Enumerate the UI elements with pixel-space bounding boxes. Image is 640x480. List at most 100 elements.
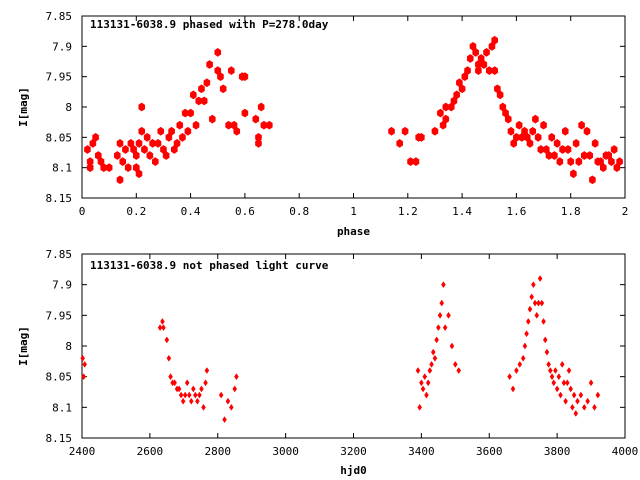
unphased-light-curve-panel: 2400 2600 2800 3000 3200 3400 3600 3800 4000 7.85… — [17, 248, 638, 477]
y-tick-label: 8.1 — [52, 401, 72, 414]
data-point — [446, 311, 451, 319]
data-point — [548, 367, 553, 374]
data-point — [187, 108, 194, 118]
data-point — [92, 132, 99, 142]
data-point — [591, 139, 599, 148]
data-point — [233, 126, 241, 136]
data-point — [472, 48, 479, 57]
data-point — [616, 157, 623, 166]
data-point — [135, 139, 143, 148]
data-point — [157, 324, 163, 332]
data-point — [388, 126, 395, 136]
data-point — [427, 367, 433, 374]
data-point — [116, 139, 124, 148]
data-point — [135, 169, 143, 179]
data-point — [558, 391, 563, 399]
data-point — [182, 391, 188, 399]
x-tick-label: 3200 — [340, 445, 367, 458]
data-point — [146, 151, 154, 160]
data-point — [578, 120, 585, 130]
x-tick-label: 3400 — [408, 445, 435, 458]
data-point — [417, 403, 422, 411]
data-point — [429, 360, 434, 368]
data-point — [525, 318, 531, 325]
y-tick-label: 8.05 — [46, 131, 73, 144]
x-tick-label: 0.8 — [289, 205, 309, 218]
x-tick-label: 0.6 — [235, 205, 255, 218]
y-tick-label: 8.1 — [52, 162, 72, 175]
data-point — [544, 348, 550, 356]
data-point — [585, 397, 590, 405]
x-tick-label: 2800 — [205, 445, 232, 458]
y-tick-label: 7.9 — [52, 279, 72, 292]
plot-frame — [81, 15, 626, 199]
data-point — [154, 139, 162, 148]
data-point — [575, 157, 583, 166]
data-point — [580, 151, 588, 160]
data-point — [553, 367, 558, 374]
data-point — [222, 416, 227, 424]
data-point — [572, 139, 580, 148]
data-point — [540, 120, 547, 130]
data-point — [510, 385, 516, 393]
data-point — [442, 114, 450, 124]
data-point — [437, 311, 443, 319]
data-point — [573, 410, 579, 417]
data-point — [491, 35, 498, 45]
data-point — [441, 281, 446, 289]
y-axis-label: I[mag] — [17, 326, 30, 366]
data-point — [113, 151, 121, 160]
y-tick-label: 8.15 — [46, 432, 73, 445]
data-point — [546, 360, 551, 368]
data-point — [225, 120, 232, 130]
data-point — [466, 54, 474, 63]
data-point — [180, 397, 186, 405]
data-point — [419, 379, 424, 387]
data-point — [143, 132, 151, 142]
data-point — [100, 163, 108, 173]
data-point — [456, 367, 462, 374]
data-point — [424, 391, 429, 399]
data-point — [565, 379, 570, 387]
data-point — [133, 151, 140, 160]
data-point — [588, 379, 594, 387]
data-point — [217, 72, 224, 82]
data-point — [214, 48, 222, 57]
data-point — [531, 281, 536, 289]
data-point — [541, 318, 546, 325]
data-point — [184, 126, 192, 136]
data-point — [537, 275, 543, 282]
data-point — [255, 132, 262, 142]
data-point — [204, 367, 210, 374]
data-point — [168, 373, 173, 381]
chart-title: 113131-6038.9 not phased light curve — [90, 259, 329, 272]
data-point — [138, 102, 146, 112]
data-point — [556, 157, 564, 166]
data-point — [206, 60, 213, 69]
phased-light-curve-panel: 0 0.2 0.4 0.6 0.8 1 1.2 1.4 1.6 1.8 2 7.85 7.9 7.95 8 8… — [17, 10, 628, 238]
data-point — [176, 385, 182, 393]
x-tick-label: 0 — [79, 205, 86, 218]
data-point — [575, 397, 580, 405]
data-point — [537, 145, 545, 154]
data-point — [219, 84, 227, 94]
data-point — [168, 126, 175, 136]
data-point — [86, 157, 94, 166]
x-tick-label: 4000 — [612, 445, 639, 458]
x-tick-label: 0.2 — [126, 205, 146, 218]
data-point — [559, 145, 566, 154]
data-point — [564, 145, 572, 154]
data-point — [138, 126, 146, 136]
data-point — [542, 336, 548, 344]
data-point — [496, 90, 504, 100]
data-point — [418, 132, 425, 142]
data-point — [491, 66, 498, 75]
y-tick-label: 7.85 — [46, 248, 73, 261]
x-tick-label: 3800 — [544, 445, 571, 458]
x-tick-label: 2 — [622, 205, 629, 218]
data-point — [172, 379, 177, 387]
data-point — [229, 403, 234, 411]
plot-frame — [81, 253, 626, 439]
data-point — [161, 324, 166, 332]
data-point — [431, 126, 439, 136]
